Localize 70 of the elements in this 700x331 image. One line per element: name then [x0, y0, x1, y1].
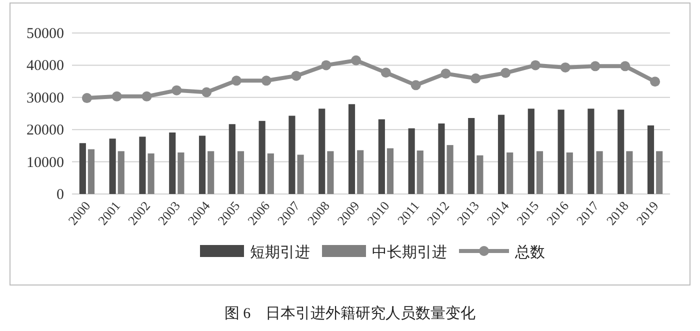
point: [202, 87, 212, 98]
bar: [506, 152, 514, 194]
bar: [626, 151, 633, 194]
bar: [566, 152, 573, 194]
point: [500, 68, 511, 78]
y-tick-label: 10000: [26, 154, 64, 171]
bar: [588, 108, 594, 194]
bar: [258, 120, 266, 194]
bar: [498, 114, 505, 194]
bar: [198, 136, 206, 194]
bar: [288, 116, 296, 194]
bar: [109, 138, 116, 194]
bar: [618, 110, 624, 194]
bar: [596, 151, 603, 194]
point: [560, 62, 570, 72]
bar: [558, 110, 564, 194]
text: 图 6 日本引进外籍研究人员数量变化: [224, 305, 476, 322]
bar: [178, 152, 184, 194]
point: [261, 76, 272, 86]
point: [470, 73, 481, 84]
point: [351, 55, 362, 66]
bar: [237, 151, 244, 194]
point: [172, 85, 182, 96]
point: [650, 76, 660, 87]
bar: [536, 151, 544, 194]
legend-label: 短期引进: [250, 244, 310, 261]
bar: [438, 123, 445, 194]
y-tick-label: 0: [56, 187, 64, 203]
bar: [228, 124, 236, 194]
point: [291, 70, 302, 81]
bar: [348, 104, 356, 194]
legend-label: 中长期引进: [372, 244, 447, 261]
point: [380, 68, 391, 78]
bar: [139, 136, 146, 194]
bar: [476, 155, 484, 194]
bar: [528, 108, 534, 194]
bar: [357, 150, 364, 194]
point: [620, 61, 630, 72]
bar: [647, 125, 654, 194]
bar: [327, 151, 334, 194]
point: [82, 93, 92, 104]
y-tick-label: 40000: [26, 58, 64, 74]
bar: [88, 149, 95, 194]
bar: [408, 128, 415, 194]
bar: [169, 132, 176, 194]
bar: [267, 153, 274, 194]
legend-label: 总数: [514, 244, 545, 261]
point: [321, 60, 332, 70]
y-tick-label: 20000: [26, 122, 64, 139]
y-tick-label: 30000: [26, 90, 64, 106]
bar: [468, 118, 475, 194]
point: [440, 68, 451, 79]
y-tick-label: 50000: [26, 26, 64, 42]
point: [410, 80, 421, 90]
bar: [446, 145, 454, 194]
bar: [148, 153, 154, 194]
bar: [416, 150, 424, 194]
bar: [297, 154, 304, 194]
bar: [79, 143, 86, 194]
point: [142, 91, 152, 102]
bar: [118, 151, 124, 194]
point: [231, 76, 242, 86]
bar: [208, 151, 214, 194]
bar: [378, 119, 385, 194]
point: [112, 91, 122, 102]
bar: [656, 151, 663, 194]
bar: [318, 108, 326, 194]
bar: [386, 148, 394, 194]
point: [530, 60, 540, 70]
point: [590, 61, 600, 72]
